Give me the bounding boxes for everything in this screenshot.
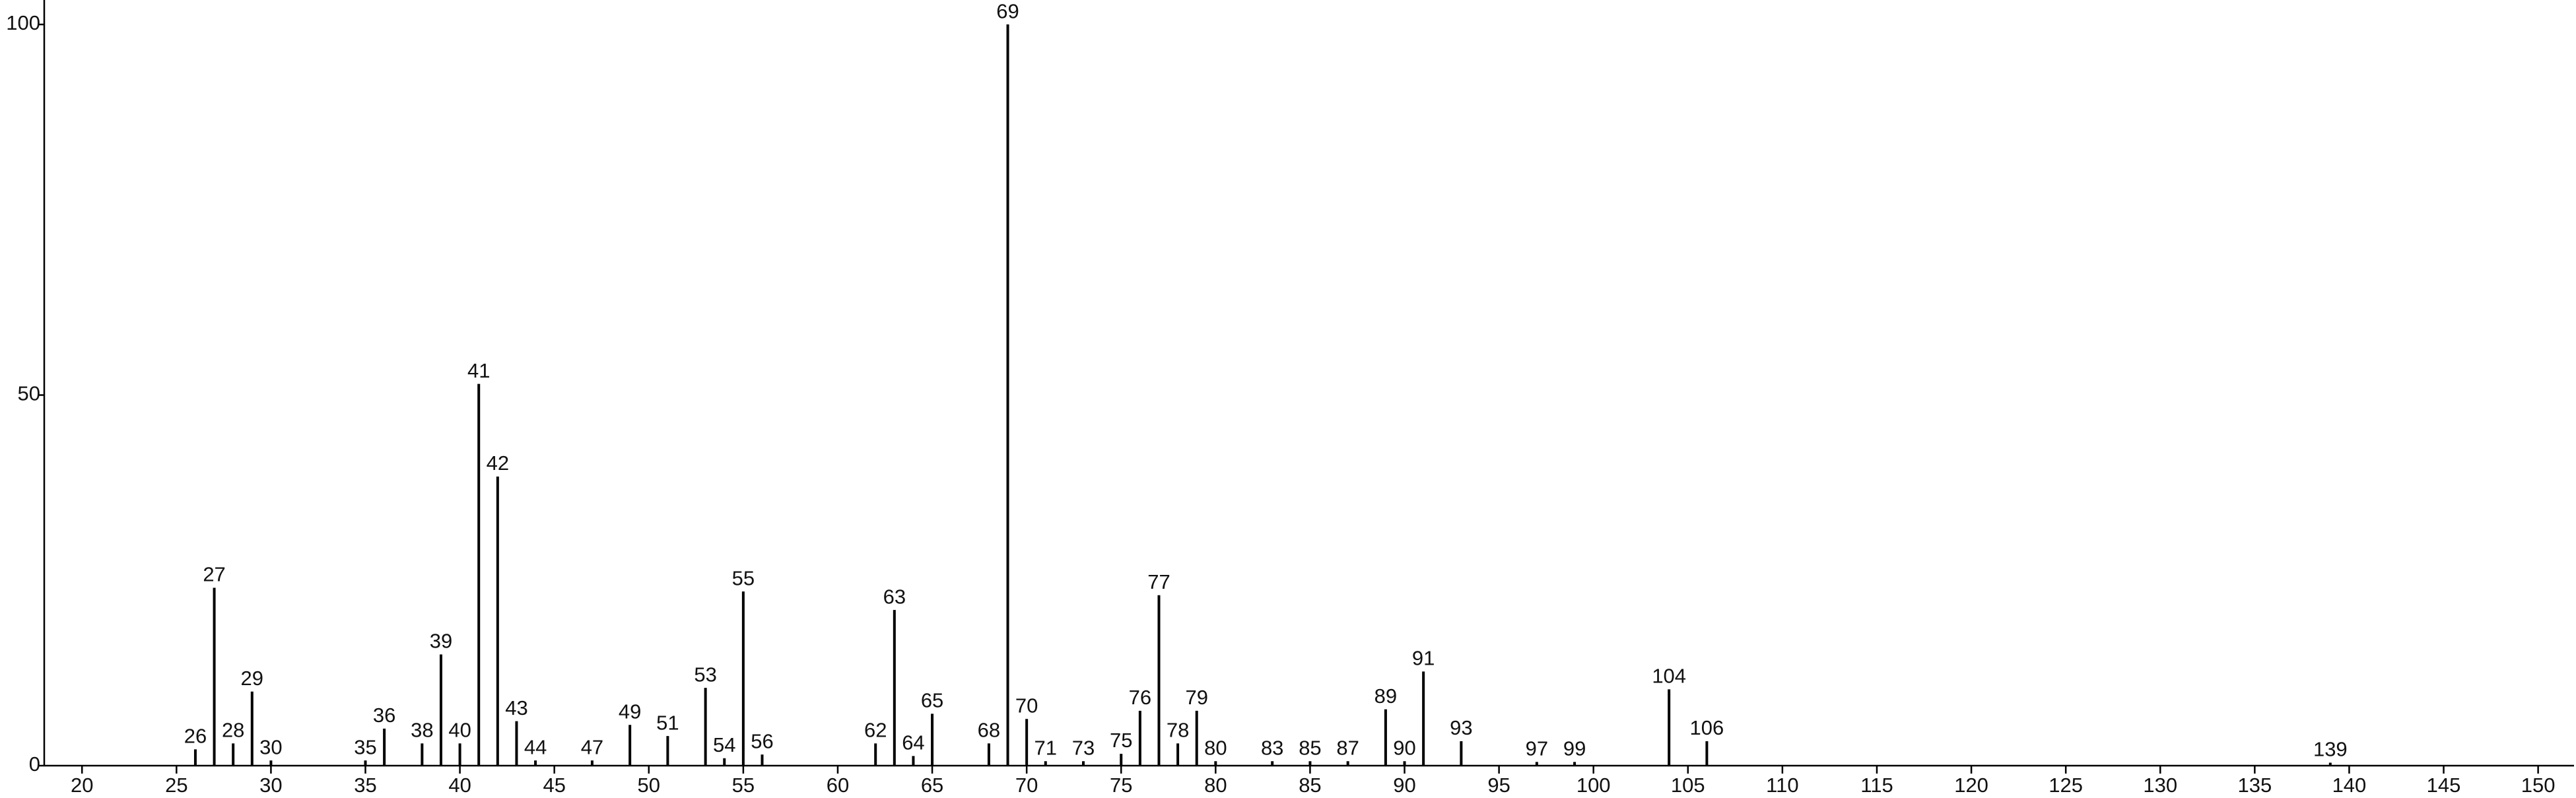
peak-label: 68 <box>978 718 1000 741</box>
x-tick-label: 90 <box>1393 774 1415 797</box>
peak-label: 97 <box>1526 737 1548 760</box>
peak-label: 30 <box>259 735 282 758</box>
peak-label: 49 <box>619 700 641 723</box>
peak-label: 56 <box>751 729 773 752</box>
x-tick-label: 45 <box>543 774 565 797</box>
x-tick-label: 70 <box>1015 774 1038 797</box>
x-tick-label: 40 <box>448 774 471 797</box>
x-tick-label: 25 <box>165 774 187 797</box>
x-tick-label: 145 <box>2427 774 2461 797</box>
x-tick-label: 125 <box>2049 774 2083 797</box>
y-tick-label: 100 <box>6 11 40 34</box>
peak-label: 47 <box>581 735 603 758</box>
peak-label: 55 <box>732 566 755 589</box>
peak-label: 62 <box>864 718 887 741</box>
peak-label: 104 <box>1652 665 1686 688</box>
peak-label: 83 <box>1261 736 1283 759</box>
peak-label: 63 <box>883 585 906 608</box>
peak-label: 38 <box>411 718 433 741</box>
x-tick-label: 60 <box>827 774 849 797</box>
peak-label: 87 <box>1336 736 1359 759</box>
peak-label: 64 <box>902 731 924 754</box>
y-tick-label: 50 <box>18 382 40 405</box>
y-tick-label: 0 <box>29 752 40 776</box>
x-tick-label: 115 <box>1860 774 1893 797</box>
x-tick-label: 35 <box>354 774 376 797</box>
peak-label: 42 <box>487 451 509 475</box>
peak-label: 76 <box>1129 686 1151 709</box>
peak-label: 78 <box>1167 718 1189 741</box>
x-tick-label: 75 <box>1110 774 1132 797</box>
peak-label: 53 <box>694 663 716 686</box>
peak-label: 79 <box>1185 686 1207 709</box>
peak-label: 73 <box>1072 736 1095 759</box>
peak-label: 93 <box>1450 716 1472 739</box>
x-tick-label: 55 <box>732 774 755 797</box>
x-tick-label: 150 <box>2521 774 2556 797</box>
x-tick-label: 30 <box>259 774 282 797</box>
peak-label: 90 <box>1393 736 1415 759</box>
peak-label: 28 <box>222 718 244 741</box>
peak-label: 51 <box>656 711 679 734</box>
peak-label: 35 <box>354 735 376 758</box>
x-tick-label: 130 <box>2143 774 2177 797</box>
peak-label: 40 <box>448 718 471 741</box>
peak-label: 27 <box>203 563 225 586</box>
x-tick-label: 100 <box>1576 774 1611 797</box>
x-tick-label: 120 <box>1954 774 1988 797</box>
peak-label: 71 <box>1034 736 1057 759</box>
peak-label: 77 <box>1147 570 1170 593</box>
peak-label: 89 <box>1374 684 1397 708</box>
x-tick-label: 80 <box>1204 774 1227 797</box>
peak-label: 80 <box>1204 736 1227 759</box>
peak-label: 70 <box>1015 694 1038 717</box>
x-tick-label: 65 <box>921 774 943 797</box>
peak-label: 26 <box>184 724 207 747</box>
peak-label: 43 <box>505 696 527 719</box>
peak-label: 99 <box>1563 737 1586 760</box>
x-tick-label: 140 <box>2332 774 2367 797</box>
x-tick-label: 110 <box>1766 774 1798 797</box>
x-tick-label: 95 <box>1487 774 1510 797</box>
peak-label: 75 <box>1110 729 1132 752</box>
peak-label: 54 <box>713 733 735 756</box>
peak-label: 44 <box>524 735 547 758</box>
peak-label: 41 <box>467 359 490 382</box>
peak-label: 91 <box>1412 647 1435 670</box>
peak-label: 29 <box>241 667 263 690</box>
x-tick-label: 20 <box>71 774 93 797</box>
peak-label: 139 <box>2313 738 2348 761</box>
x-tick-label: 135 <box>2237 774 2272 797</box>
peak-label: 65 <box>921 689 943 712</box>
peak-label: 69 <box>996 0 1019 22</box>
peak-label: 85 <box>1299 736 1321 759</box>
peak-label: 106 <box>1690 716 1724 739</box>
x-tick-label: 105 <box>1671 774 1705 797</box>
x-tick-label: 85 <box>1299 774 1321 797</box>
peak-label: 39 <box>430 630 452 653</box>
x-tick-label: 50 <box>638 774 660 797</box>
peak-label: 36 <box>373 704 395 727</box>
